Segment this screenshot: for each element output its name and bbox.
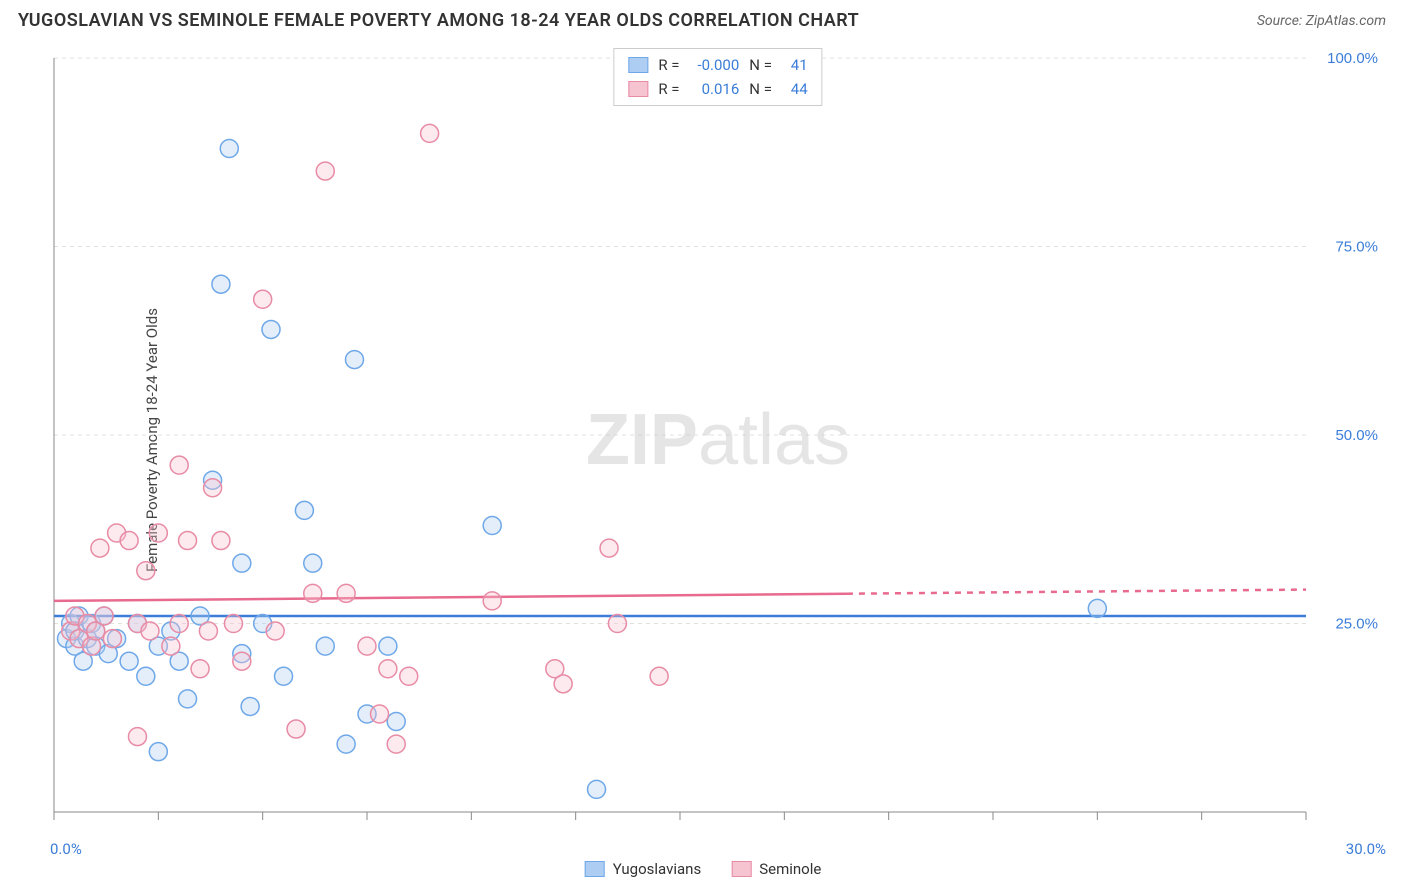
n-label-1: N =: [749, 56, 772, 74]
chart-area: Female Poverty Among 18-24 Year Olds 25.…: [50, 48, 1386, 832]
r-value-2: 0.016: [687, 77, 739, 101]
legend-row-2: R = 0.016 N = 44: [628, 77, 807, 101]
legend-swatch-2: [731, 861, 751, 877]
x-axis-min-label: 0.0%: [50, 840, 82, 858]
r-label-1: R =: [658, 56, 679, 74]
legend-label-1: Yugoslavians: [613, 860, 702, 878]
n-value-1: 41: [780, 53, 808, 77]
r-value-1: -0.000: [687, 53, 739, 77]
swatch-series-2: [628, 81, 648, 97]
svg-text:25.0%: 25.0%: [1335, 616, 1378, 633]
legend-label-2: Seminole: [759, 860, 821, 878]
correlation-legend: R = -0.000 N = 41 R = 0.016 N = 44: [613, 48, 822, 106]
swatch-series-1: [628, 57, 648, 73]
legend-item-2: Seminole: [731, 860, 821, 878]
svg-text:100.0%: 100.0%: [1327, 50, 1378, 67]
series-legend: Yugoslavians Seminole: [585, 860, 822, 878]
chart-title: YUGOSLAVIAN VS SEMINOLE FEMALE POVERTY A…: [18, 10, 859, 31]
legend-row-1: R = -0.000 N = 41: [628, 53, 807, 77]
svg-text:50.0%: 50.0%: [1335, 427, 1378, 444]
x-axis-max-label: 30.0%: [1346, 840, 1386, 858]
n-value-2: 44: [780, 77, 808, 101]
legend-swatch-1: [585, 861, 605, 877]
n-label-2: N =: [749, 80, 772, 98]
header: YUGOSLAVIAN VS SEMINOLE FEMALE POVERTY A…: [0, 0, 1406, 37]
svg-text:75.0%: 75.0%: [1335, 239, 1378, 256]
scatter-plot: 25.0% 50.0% 75.0% 100.0%: [50, 48, 1386, 832]
source-attribution: Source: ZipAtlas.com: [1257, 13, 1386, 29]
legend-item-1: Yugoslavians: [585, 860, 702, 878]
r-label-2: R =: [658, 80, 679, 98]
